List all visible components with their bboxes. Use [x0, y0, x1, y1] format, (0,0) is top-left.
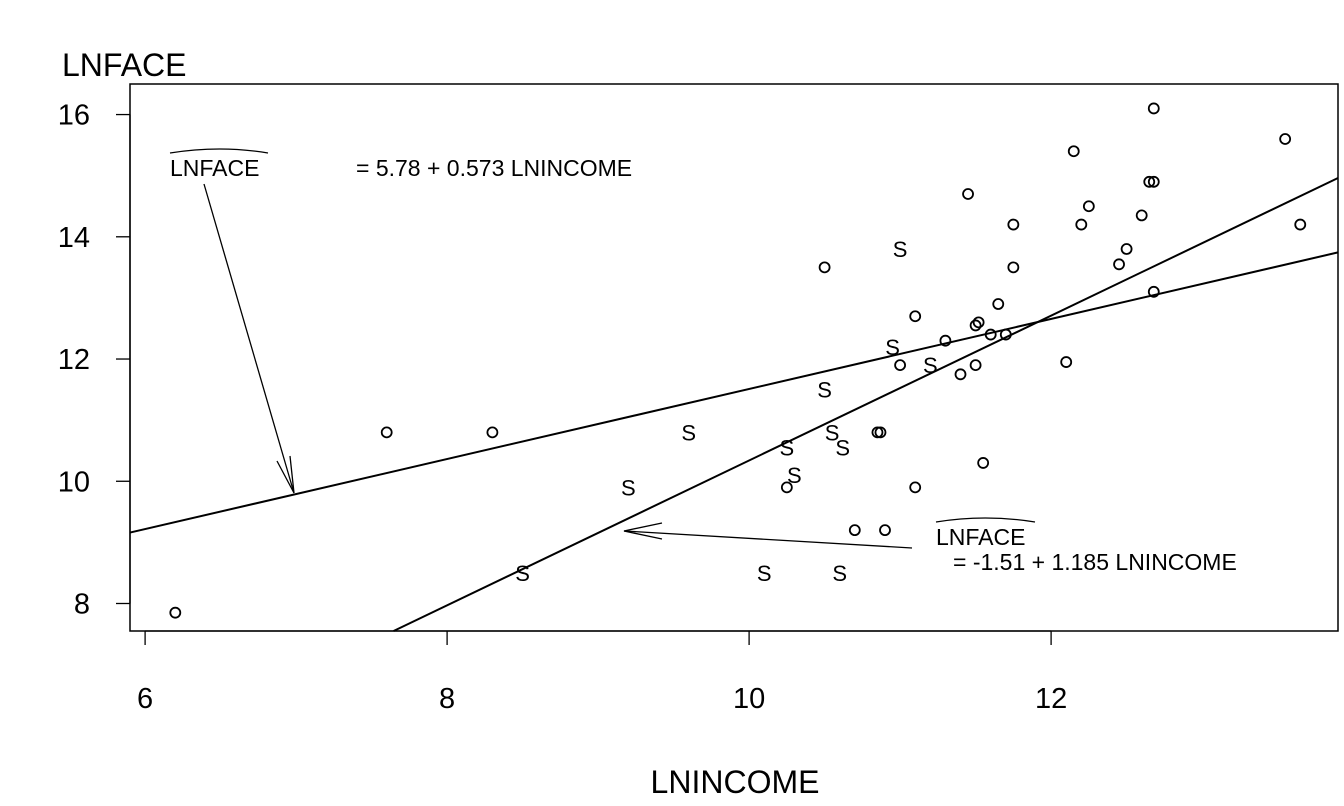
- circle-point: [909, 310, 922, 323]
- circle-point: [984, 328, 997, 341]
- arrow-shaft: [623, 530, 913, 549]
- s-point: S: [835, 436, 850, 461]
- arrow-head: [276, 455, 295, 494]
- x-axis: 6 8 10 12: [137, 630, 1067, 715]
- y-tick-label: 16: [58, 100, 90, 132]
- s-point: S: [621, 475, 636, 500]
- x-tick-label: 10: [733, 683, 765, 715]
- circle-point: [939, 334, 952, 347]
- circle-point: [1113, 258, 1125, 271]
- x-axis-title: LNINCOME: [651, 764, 820, 800]
- circle-point: [1120, 243, 1133, 255]
- circle-point: [1082, 200, 1095, 213]
- equation-rhs: = 5.78 + 0.573 LNINCOME: [356, 155, 632, 181]
- circle-point: [969, 319, 982, 332]
- x-tick-label: 6: [137, 683, 153, 715]
- s-point: S: [832, 561, 847, 586]
- regression-line-1: [129, 251, 1339, 534]
- circle-point: [954, 368, 967, 381]
- circle-point: [818, 261, 831, 274]
- circle-point: [962, 188, 974, 200]
- y-tick-label: 10: [58, 466, 90, 498]
- circle-point: [169, 606, 182, 619]
- circle-point: [1135, 209, 1148, 222]
- circle-point: [879, 524, 891, 537]
- circle-point: [1143, 175, 1156, 188]
- circle-point: [972, 316, 985, 329]
- circle-point: [992, 298, 1005, 310]
- s-point: S: [923, 353, 938, 378]
- x-tick-label: 8: [439, 683, 455, 715]
- circle-point: [1075, 218, 1088, 231]
- s-point: S: [780, 436, 795, 461]
- circle-point: [1060, 356, 1073, 368]
- hat-accent: [169, 148, 269, 154]
- y-tick-label: 12: [58, 344, 90, 376]
- circle-point: [780, 481, 793, 494]
- equation-lhs: LNFACE: [936, 524, 1025, 550]
- circle-point: [848, 524, 861, 537]
- s-point: S: [515, 561, 530, 586]
- equation-lhs: LNFACE: [170, 155, 259, 181]
- circle-point: [1294, 218, 1307, 231]
- circle-point: [894, 359, 906, 372]
- circle-point: [1067, 145, 1080, 158]
- s-point: S: [681, 420, 696, 445]
- y-axis-title: LNFACE: [62, 47, 186, 83]
- circle-point: [909, 481, 922, 494]
- circle-point: [380, 426, 393, 439]
- circle-point: [486, 426, 499, 439]
- equation-annotation-1: LNFACE = 5.78 + 0.573 LNINCOME: [169, 148, 632, 494]
- circle-point: [1147, 102, 1160, 115]
- regression-lines: [129, 177, 1339, 632]
- hat-accent: [935, 517, 1036, 523]
- circle-point: [1007, 261, 1020, 274]
- s-point: S: [885, 335, 900, 360]
- circle-point: [999, 328, 1012, 341]
- y-tick-label: 14: [58, 222, 90, 254]
- circle-point: [969, 359, 982, 372]
- circle-point: [977, 457, 990, 469]
- arrow-shaft: [203, 183, 295, 494]
- s-point: S: [893, 237, 908, 262]
- s-point: S: [825, 420, 840, 445]
- regression-line-2: [393, 177, 1339, 632]
- s-point: S: [817, 378, 832, 403]
- s-point: S: [787, 463, 802, 488]
- circle-point: [1279, 133, 1292, 145]
- circle-point: [874, 426, 887, 439]
- circle-point: [1147, 175, 1160, 188]
- y-tick-label: 8: [74, 588, 90, 620]
- equation-annotation-2: LNFACE = -1.51 + 1.185 LNINCOME: [623, 517, 1237, 575]
- circle-point: [1007, 218, 1020, 231]
- circle-point: [1147, 285, 1160, 298]
- arrow-head: [623, 522, 663, 540]
- equation-rhs: = -1.51 + 1.185 LNINCOME: [953, 549, 1237, 575]
- s-point: S: [757, 561, 772, 586]
- y-axis: 8 10 12 14 16: [58, 100, 131, 620]
- x-tick-label: 12: [1035, 683, 1067, 715]
